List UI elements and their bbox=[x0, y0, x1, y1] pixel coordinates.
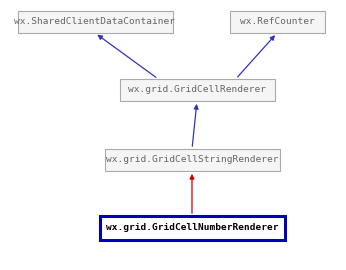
Bar bbox=[229, 11, 325, 33]
Text: wx.grid.GridCellNumberRenderer: wx.grid.GridCellNumberRenderer bbox=[106, 224, 278, 232]
Bar bbox=[104, 149, 280, 171]
Bar bbox=[18, 11, 173, 33]
Text: wx.SharedClientDataContainer: wx.SharedClientDataContainer bbox=[15, 18, 175, 26]
Text: wx.grid.GridCellRenderer: wx.grid.GridCellRenderer bbox=[128, 86, 266, 94]
Bar bbox=[119, 79, 274, 101]
Text: wx.RefCounter: wx.RefCounter bbox=[240, 18, 315, 26]
Bar bbox=[100, 216, 284, 240]
Text: wx.grid.GridCellStringRenderer: wx.grid.GridCellStringRenderer bbox=[106, 156, 278, 164]
